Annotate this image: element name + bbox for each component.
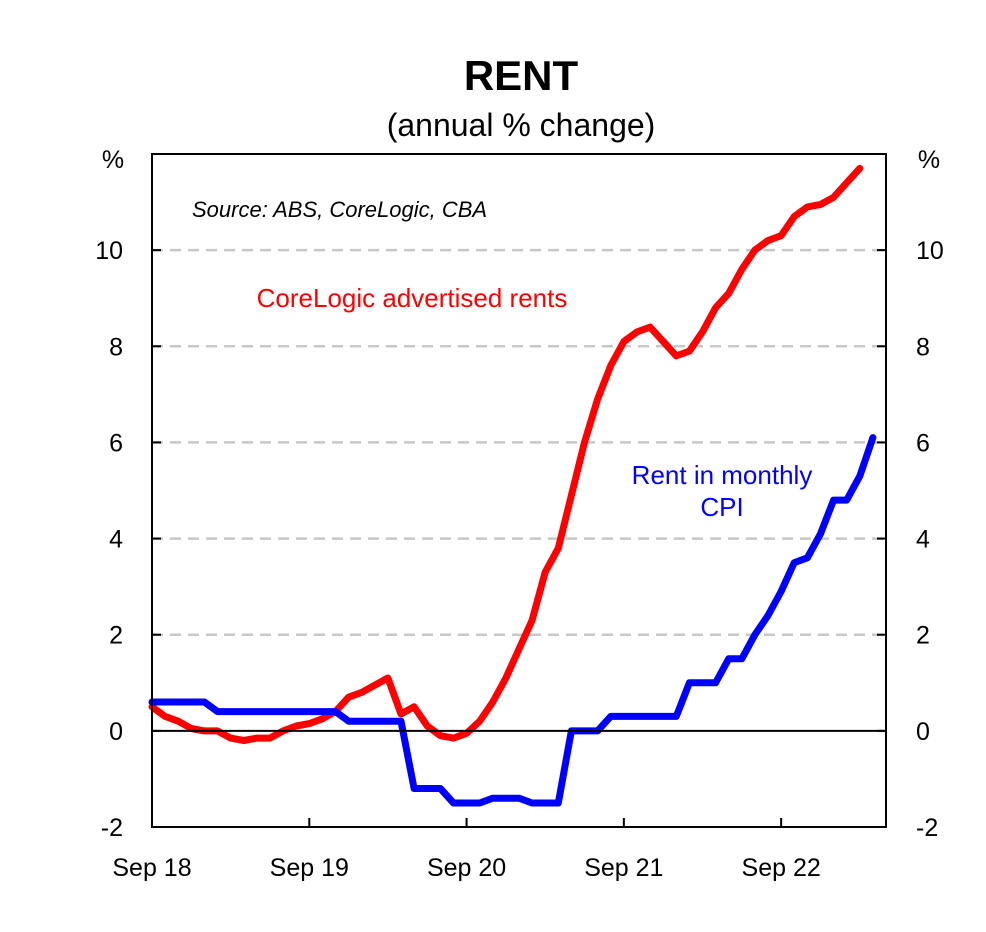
plot-frame bbox=[151, 153, 887, 828]
y-tick-label-left: -2 bbox=[101, 814, 123, 842]
y-tick-label-right: 10 bbox=[916, 237, 944, 265]
series-label-cpi: Rent in monthly CPI bbox=[632, 460, 813, 522]
y-tick-label-right: 6 bbox=[916, 429, 930, 457]
y-tick-label-left: 0 bbox=[109, 718, 123, 746]
source-note: Source: ABS, CoreLogic, CBA bbox=[192, 197, 487, 222]
axes: -2 -2 0 0 2 2 4 4 6 6 8 8 10 10 Sep 18 Sep 19 Sep 20 Sep … bbox=[95, 237, 944, 882]
series-labels: CoreLogic advertised rents Rent in monthl… bbox=[257, 283, 813, 522]
y-tick-label-right: 4 bbox=[916, 526, 930, 554]
y-tick-label-left: 6 bbox=[109, 429, 123, 457]
x-tick-label: Sep 20 bbox=[427, 854, 506, 882]
y-tick-label-right: -2 bbox=[916, 814, 938, 842]
y-axis-unit-left: % bbox=[102, 146, 124, 174]
series-label-corelogic: CoreLogic advertised rents bbox=[257, 283, 568, 313]
y-tick-label-right: 8 bbox=[916, 333, 930, 361]
y-tick-label-left: 10 bbox=[95, 237, 123, 265]
series-line-corelogic bbox=[148, 164, 864, 744]
chart-title: RENT bbox=[464, 52, 579, 99]
series-line-cpi bbox=[148, 434, 877, 807]
y-tick-label-left: 2 bbox=[109, 622, 123, 650]
x-tick-label: Sep 22 bbox=[742, 854, 821, 882]
gridlines bbox=[152, 248, 886, 636]
y-tick-label-right: 0 bbox=[916, 718, 930, 746]
y-tick-label-left: 4 bbox=[109, 526, 123, 554]
x-tick-label: Sep 21 bbox=[584, 854, 663, 882]
y-tick-label-right: 2 bbox=[916, 622, 930, 650]
series-lines bbox=[148, 164, 877, 807]
y-axis-unit-right: % bbox=[918, 146, 940, 174]
x-tick-label: Sep 19 bbox=[270, 854, 349, 882]
x-tick-label: Sep 18 bbox=[112, 854, 191, 882]
y-tick-label-left: 8 bbox=[109, 333, 123, 361]
chart-subtitle: (annual % change) bbox=[387, 107, 656, 143]
